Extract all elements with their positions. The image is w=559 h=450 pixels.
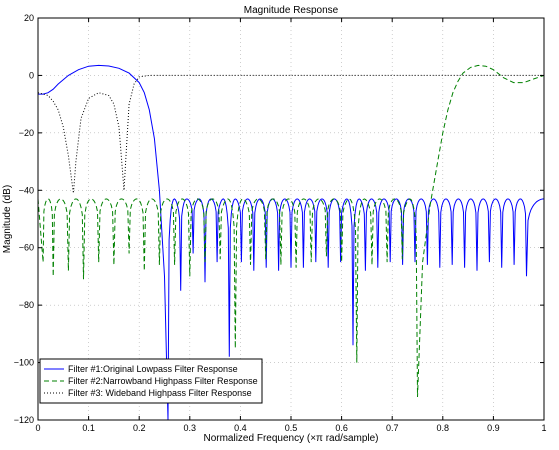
x-tick-label: 0.1: [82, 423, 95, 433]
x-tick-label: 0.5: [285, 423, 298, 433]
legend-label-filter-1: Filter #1:Original Lowpass Filter Respon…: [68, 364, 238, 374]
legend-box: [39, 358, 263, 404]
x-tick-label: 0.4: [234, 423, 247, 433]
y-tick-label: −20: [19, 128, 34, 138]
y-tick-label: 0: [29, 70, 34, 80]
y-tick-label: −60: [19, 243, 34, 253]
y-tick-label: 20: [24, 13, 34, 23]
grid: [38, 18, 544, 420]
y-axis-title: Magnitude (dB): [2, 185, 13, 253]
legend: Filter #1:Original Lowpass Filter Respon…: [39, 358, 263, 404]
y-tick-label: −100: [14, 358, 34, 368]
ticks: 0 0.1 0.2 0.3 0.4 0.5 0.6 0.7 0.8 0.9 1 −120 −100 −80…: [14, 13, 547, 433]
x-axis-title: Normalized Frequency (×π rad/sample): [203, 433, 378, 444]
x-tick-label: 0: [35, 423, 40, 433]
x-tick-label: 0.2: [133, 423, 146, 433]
legend-label-filter-3: Filter #3: Wideband Highpass Filter Resp…: [68, 388, 252, 398]
x-tick-label: 0.6: [335, 423, 348, 433]
y-tick-label: −40: [19, 185, 34, 195]
legend-label-filter-2: Filter #2:Narrowband Highpass Filter Res…: [68, 376, 258, 386]
x-tick-label: 1: [541, 423, 546, 433]
x-tick-label: 0.8: [437, 423, 450, 433]
chart-title: Magnitude Response: [244, 5, 339, 16]
y-tick-label: −120: [14, 415, 34, 425]
series-line-filter-1: [38, 64, 545, 421]
x-tick-label: 0.3: [184, 423, 197, 433]
x-tick-label: 0.9: [487, 423, 500, 433]
x-tick-label: 0.7: [386, 423, 399, 433]
series-line-filter-2: [37, 64, 545, 398]
series-line-filter-3: [37, 74, 544, 194]
series-group: [37, 64, 545, 421]
y-tick-label: −80: [19, 300, 34, 310]
